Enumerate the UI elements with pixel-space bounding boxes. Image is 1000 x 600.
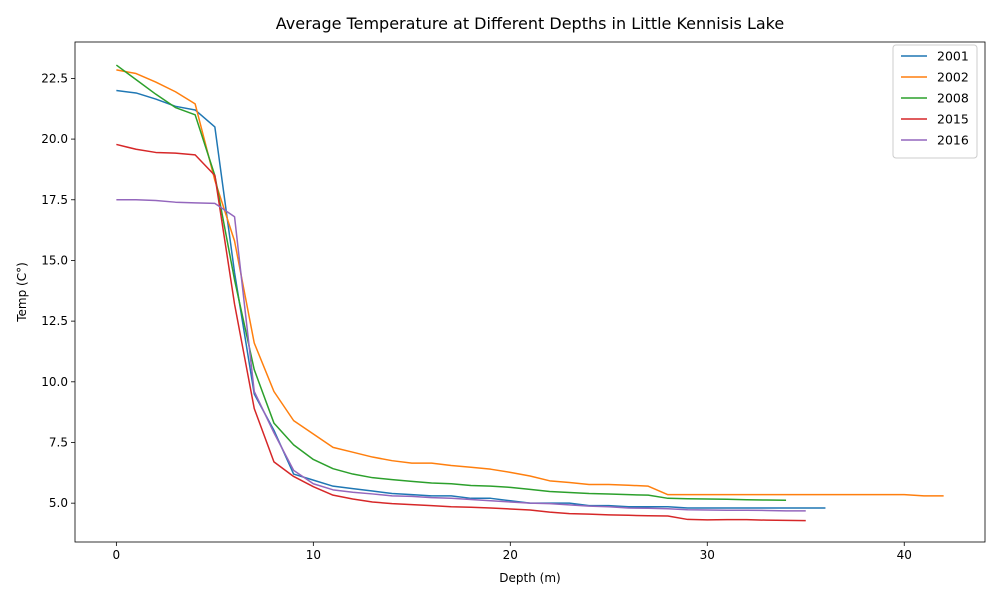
series-line-2008: [115, 64, 787, 501]
y-tick-label: 22.5: [41, 71, 68, 85]
x-axis: 0 10 20 30 40: [113, 542, 912, 562]
legend-label-2015: 2015: [937, 112, 969, 127]
y-tick-label: 17.5: [41, 193, 68, 207]
legend: 2001 2002 2008 2015 2016: [892, 44, 978, 159]
x-tick-label: 40: [897, 548, 912, 562]
legend-label-2001: 2001: [937, 49, 969, 64]
series-line-2002: [116, 69, 944, 497]
x-tick-label: 20: [503, 548, 518, 562]
legend-box: [892, 44, 978, 159]
x-tick-label: 30: [700, 548, 715, 562]
plot-frame: [74, 41, 986, 543]
legend-label-2016: 2016: [937, 133, 969, 148]
y-tick-label: 7.5: [49, 435, 68, 449]
legend-label-2002: 2002: [937, 70, 969, 85]
y-tick-label: 12.5: [41, 314, 68, 328]
x-tick-label: 10: [306, 548, 321, 562]
series-line-2001: [116, 89, 826, 509]
y-tick-label: 5.0: [49, 496, 68, 510]
x-tick-label: 0: [113, 548, 121, 562]
series-line-2015: [116, 143, 806, 522]
chart-title: Average Temperature at Different Depths …: [276, 14, 784, 33]
y-tick-label: 10.0: [41, 375, 68, 389]
series-line-2016: [116, 199, 806, 512]
y-axis: 5.0 7.5 10.0 12.5 15.0 17.5 20.0 22.5: [41, 71, 75, 510]
y-tick-label: 15.0: [41, 253, 68, 267]
legend-label-2008: 2008: [937, 91, 969, 106]
y-tick-label: 20.0: [41, 132, 68, 146]
plot-area: [115, 64, 944, 522]
y-axis-label: Temp (C°): [15, 262, 29, 323]
x-axis-label: Depth (m): [499, 571, 560, 585]
